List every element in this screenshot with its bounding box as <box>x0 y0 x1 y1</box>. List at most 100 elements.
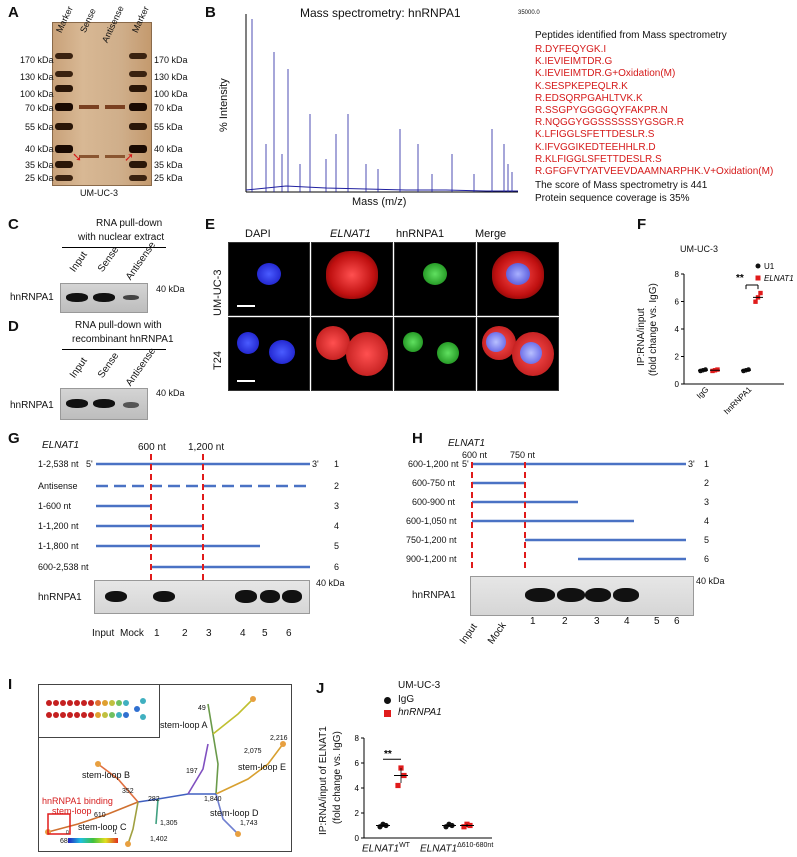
g-row-label-6: 600-2,538 nt <box>38 562 89 572</box>
nt-1840: 1,840 <box>204 796 222 803</box>
peptide-item: R.NQGGYGGSSSSSSYGSGR.R <box>535 117 684 129</box>
e-hnrnpa1-t24 <box>394 317 476 391</box>
gel-caption: UM-UC-3 <box>80 188 118 198</box>
panel-label-g: G <box>8 430 20 447</box>
inset-base <box>95 712 101 718</box>
marker-left-70: 70 kDa <box>25 103 54 113</box>
h-mark-750: 750 nt <box>510 450 536 460</box>
inset-base <box>116 700 122 706</box>
c-marker: 40 kDa <box>156 284 185 294</box>
h-row-label-6: 900-1,200 nt <box>406 554 457 564</box>
g-lane-3: 3 <box>206 628 212 639</box>
peptide-item: K.IEVIEIMTDR.G <box>535 56 613 68</box>
j-legend-igg-marker <box>384 697 391 704</box>
g-row-num-1: 1 <box>334 459 340 469</box>
h-lane-4: 4 <box>624 616 630 627</box>
c-title-underline <box>62 247 166 248</box>
inset-base <box>140 698 146 704</box>
h-row-label: hnRNPA1 <box>412 590 456 601</box>
g-lane-4: 4 <box>240 628 246 639</box>
g-gene: ELNAT1 <box>42 440 80 451</box>
marker-left-35: 35 kDa <box>25 160 54 170</box>
nt-680: 680 <box>60 838 72 845</box>
g-row-label-4: 1-1,200 nt <box>38 521 79 531</box>
peptide-item: K.SESPKEPEQLR.K <box>535 80 628 92</box>
j-y-tick-label: 4 <box>355 784 360 793</box>
g-lane-input: Input <box>92 628 115 639</box>
d-title-2: recombinant hnRNPA1 <box>72 334 174 345</box>
e-dapi-t24 <box>228 317 310 391</box>
inset-base <box>95 700 101 706</box>
f-legend-elnat1: ELNAT1 <box>764 274 794 283</box>
g-lane-6: 6 <box>286 628 292 639</box>
inset-base <box>140 714 146 720</box>
marker-left-55: 55 kDa <box>25 122 54 132</box>
g-row-label-1: 1-2,538 nt <box>38 459 79 469</box>
nt-49: 49 <box>198 705 206 712</box>
f-legend-u1: U1 <box>764 262 775 271</box>
h-row-label-1: 600-1,200 nt <box>408 459 459 469</box>
g-three: 3' <box>312 459 319 469</box>
h-lane-2: 2 <box>562 616 568 627</box>
inset-base <box>116 712 122 718</box>
panel-label-b: B <box>205 4 216 21</box>
f-legend-u1-marker <box>755 263 761 269</box>
stemloop-a: stem-loop A <box>160 720 208 730</box>
h-row-label-5: 750-1,200 nt <box>406 535 457 545</box>
g-mark-1200: 1,200 nt <box>188 442 225 453</box>
inset-base <box>123 712 129 718</box>
inset-base <box>81 700 87 706</box>
g-row-label: hnRNPA1 <box>38 592 82 603</box>
j-legend-igg: IgG <box>398 694 415 705</box>
inset-base <box>134 706 140 712</box>
g-lane-2: 2 <box>182 628 188 639</box>
peptide-item: K.LFIGGLSFETTDESLR.S <box>535 129 655 141</box>
h-row-num-4: 4 <box>704 516 710 526</box>
g-marker: 40 kDa <box>316 578 345 588</box>
j-chart: 0 2 4 6 8 ** <box>355 734 492 843</box>
panel-label-c: C <box>8 216 19 233</box>
inset-base <box>109 700 115 706</box>
h-lane-5: 5 <box>654 616 660 627</box>
f-point-elnat1 <box>753 299 758 304</box>
g-blot <box>94 580 310 614</box>
scale-min: 0 <box>66 830 69 836</box>
j-y-tick-label: 6 <box>355 759 360 768</box>
ms-xlabel: Mass (m/z) <box>352 196 407 208</box>
inset-base <box>102 712 108 718</box>
d-blot <box>60 388 148 420</box>
g-row-num-2: 2 <box>334 481 340 491</box>
peptide-item: K.IEVIEIMTDR.G+Oxidation(M) <box>535 68 676 80</box>
inset-base <box>88 700 94 706</box>
g-row-num-4: 4 <box>334 521 340 531</box>
nt-2216: 2,216 <box>270 735 288 742</box>
stemloop-b: stem-loop B <box>82 770 131 780</box>
marker-left-170: 170 kDa <box>20 55 54 65</box>
h-lane-6: 6 <box>674 616 680 627</box>
f-y-tick-label: 8 <box>675 270 680 279</box>
binding-label-1: hnRNPA1 binding <box>42 796 113 806</box>
ms-coverage: Protein sequence coverage is 35% <box>535 193 690 204</box>
inset-base <box>109 712 115 718</box>
f-y-tick-label: 0 <box>675 380 680 389</box>
marker-left-100: 100 kDa <box>20 89 54 99</box>
inset-base <box>46 700 52 706</box>
marker-right-35: 35 kDa <box>154 160 183 170</box>
marker-right-70: 70 kDa <box>154 103 183 113</box>
h-row-num-6: 6 <box>704 554 710 564</box>
rna-structure-frame <box>38 684 292 852</box>
nt-610: 610 <box>94 812 106 819</box>
e-col-dapi: DAPI <box>245 228 271 240</box>
g-row-label-3: 1-600 nt <box>38 501 72 511</box>
j-legend-hnrnpa1-marker <box>384 710 391 717</box>
marker-left-130: 130 kDa <box>20 72 54 82</box>
c-title-2: with nuclear extract <box>78 232 165 243</box>
h-row-num-5: 5 <box>704 535 710 545</box>
j-y-tick-label: 2 <box>355 809 360 818</box>
peptides-header: Peptides identified from Mass spectromet… <box>535 30 727 41</box>
inset-base <box>60 712 66 718</box>
h-blot <box>470 576 694 616</box>
nt-1402: 1,402 <box>150 836 168 843</box>
inset-base <box>53 712 59 718</box>
j-point-hnrnpa1 <box>395 782 401 789</box>
